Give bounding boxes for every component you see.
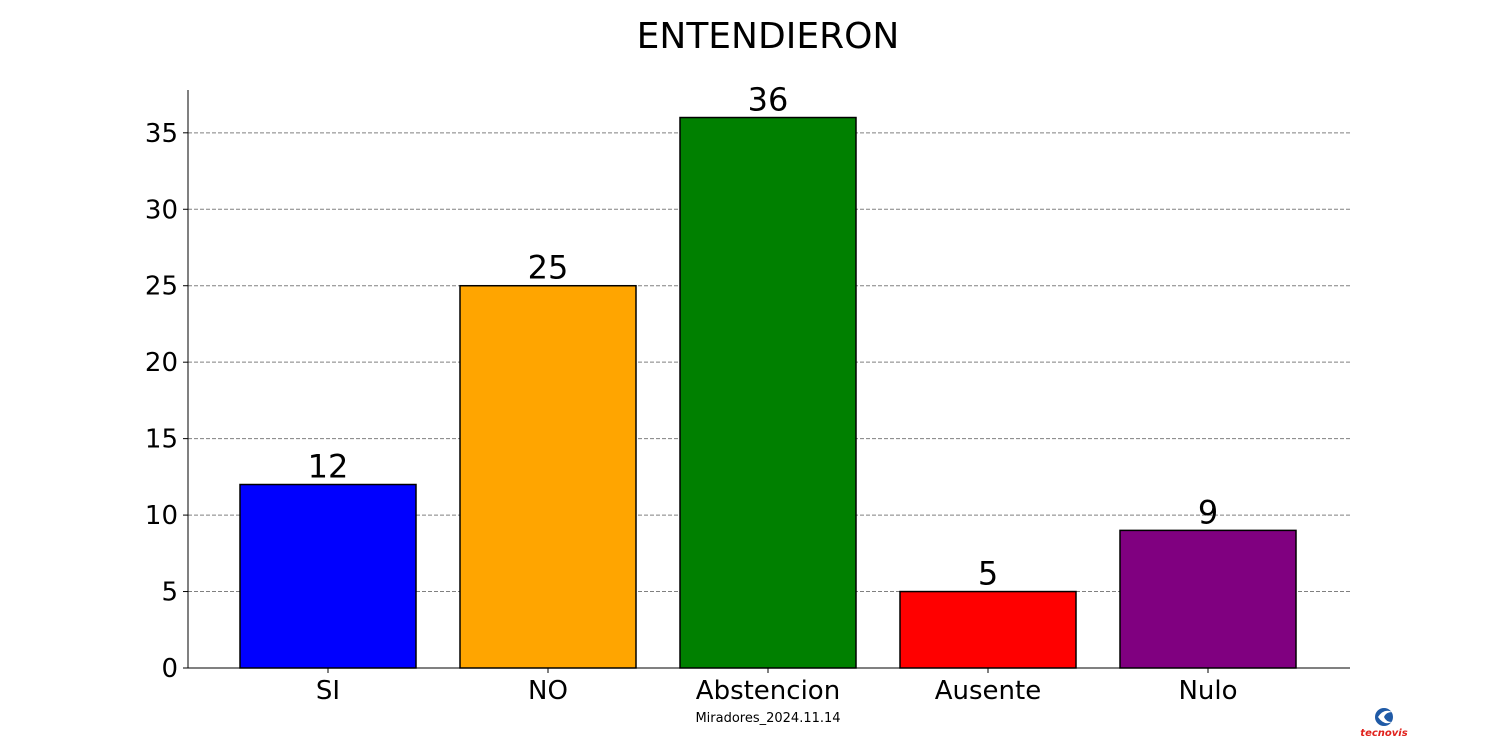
- logo-swoosh-icon: [1378, 710, 1392, 724]
- bar-si: [239, 483, 417, 669]
- y-tick-label: 20: [145, 348, 178, 378]
- value-label: 12: [308, 448, 349, 486]
- y-tick-label: 25: [145, 272, 178, 302]
- x-tick-label: SI: [316, 676, 340, 706]
- value-labels: 12 25 36 5 9: [308, 81, 1219, 593]
- x-tick-label: NO: [528, 676, 568, 706]
- bar-no: [459, 284, 637, 669]
- value-label: 5: [978, 555, 998, 593]
- x-tick-label: Nulo: [1178, 676, 1237, 706]
- x-tick-label: Ausente: [935, 676, 1041, 706]
- y-tick-label: 30: [145, 195, 178, 225]
- value-label: 25: [528, 249, 569, 287]
- bars: [239, 116, 1297, 669]
- value-label: 9: [1198, 493, 1218, 531]
- axes: [187, 90, 1350, 669]
- y-tick-label: 15: [145, 425, 178, 455]
- bar-ausente: [899, 590, 1077, 669]
- tecnovis-logo: tecnovis: [1360, 708, 1408, 739]
- bar-nulo: [1119, 529, 1297, 669]
- chart-title: ENTENDIERON: [637, 16, 900, 57]
- chart-caption: Miradores_2024.11.14: [695, 711, 840, 726]
- x-ticks: SI NO Abstencion Ausente Nulo: [316, 668, 1238, 706]
- y-tick-label: 35: [145, 119, 178, 149]
- y-tick-label: 10: [145, 501, 178, 531]
- x-tick-label: Abstencion: [696, 676, 840, 706]
- y-tick-label: 5: [161, 578, 178, 608]
- y-tick-label: 0: [161, 654, 178, 684]
- y-ticks: 0 5 10 15 20 25 30 35: [145, 119, 188, 684]
- bar-abstencion: [679, 116, 857, 669]
- value-label: 36: [748, 81, 789, 119]
- logo-text: tecnovis: [1360, 728, 1407, 739]
